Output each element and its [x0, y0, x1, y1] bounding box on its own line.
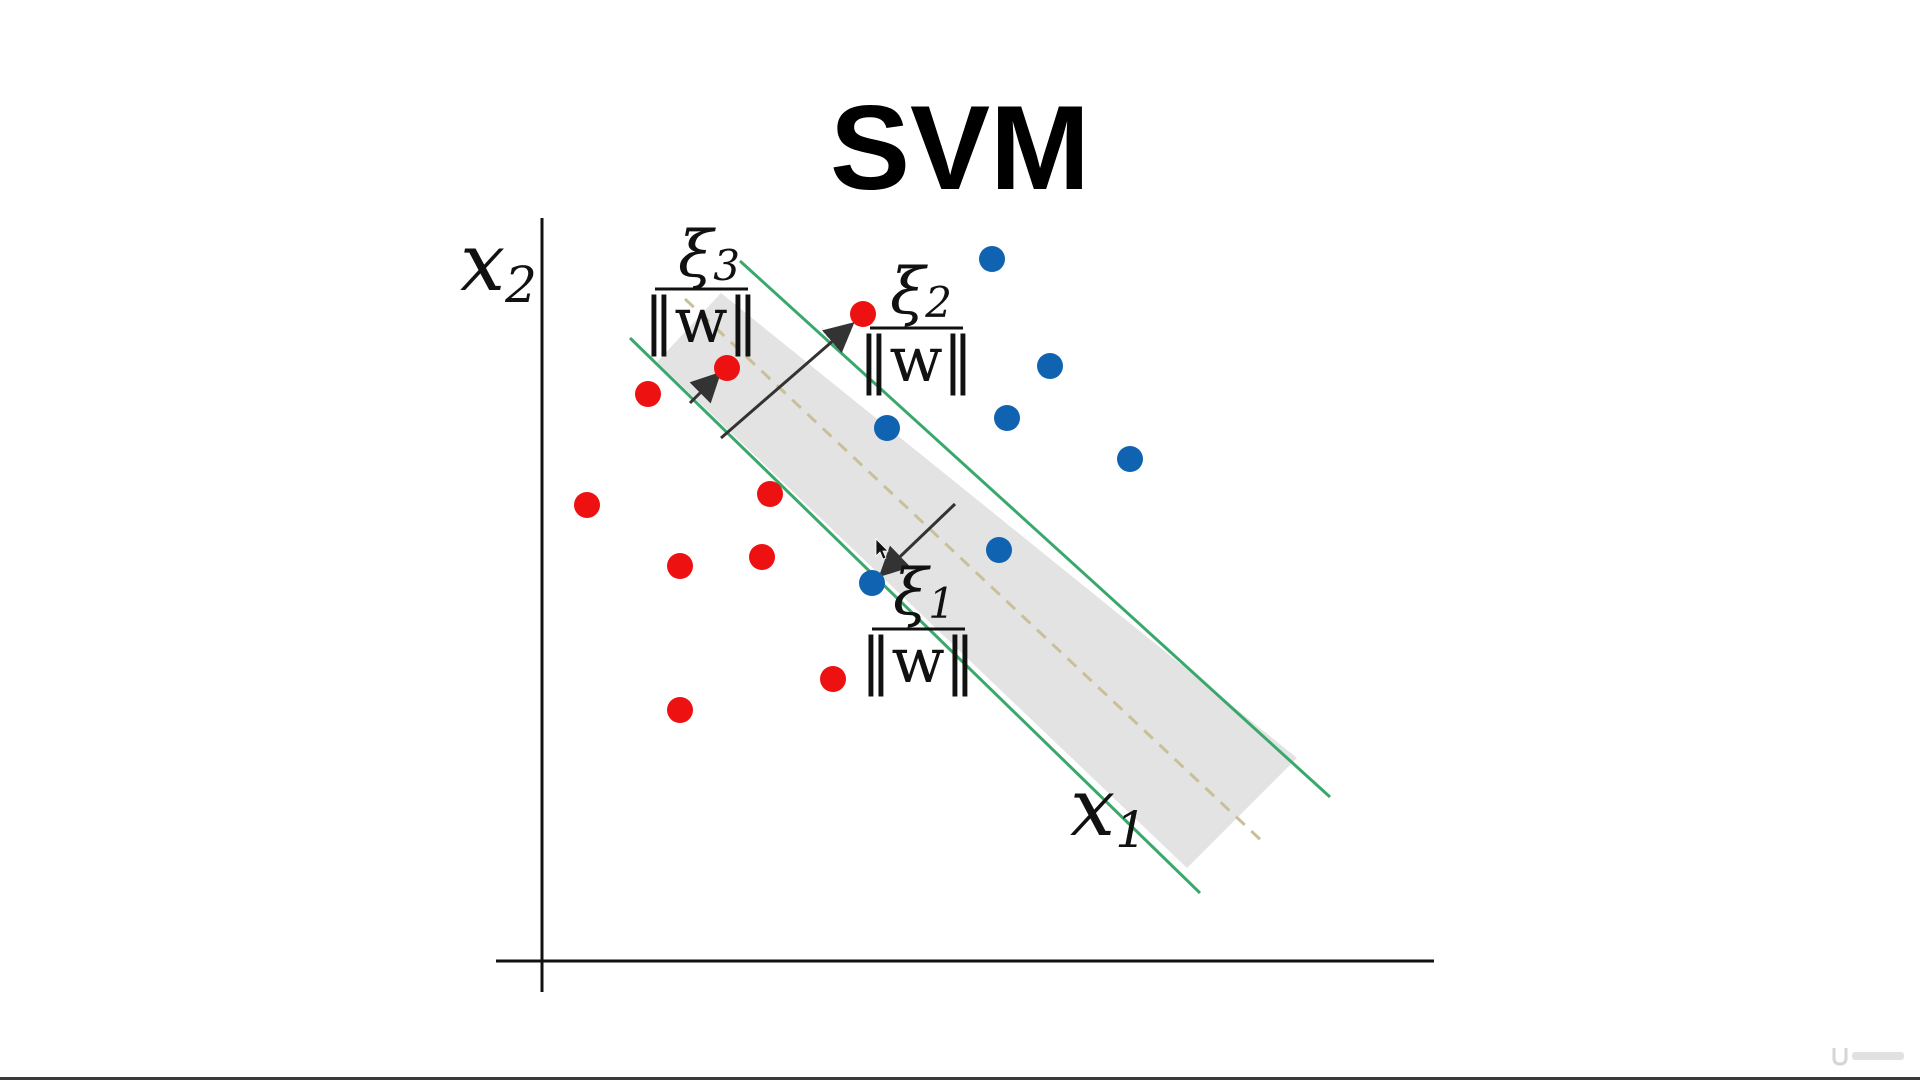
y-axis-label-base: x	[460, 216, 505, 309]
slack-arrow-xi3	[688, 371, 722, 405]
slack-arrow-xi2	[720, 322, 855, 440]
margin-line-lower	[628, 336, 1202, 895]
margin-band	[657, 293, 1297, 868]
xi1-symbol: ξ	[893, 556, 931, 630]
blue-class-points	[859, 246, 1143, 596]
xi3-symbol: ξ	[678, 218, 716, 292]
xi3-subscript: 3	[713, 241, 740, 290]
blue-point-3	[994, 405, 1020, 431]
y-axis-label-sub: 2	[504, 256, 537, 314]
slide-title: SVM	[829, 81, 1091, 215]
udemy-logo-icon	[1832, 1048, 1904, 1066]
xi2-symbol: ξ	[890, 255, 928, 329]
blue-point-2	[1037, 353, 1063, 379]
blue-point-4	[1117, 446, 1143, 472]
blue-point-5	[874, 415, 900, 441]
xi2-subscript: 2	[924, 278, 952, 327]
red-point-1	[635, 381, 661, 407]
annotation-xi2: ξ2 ‖w‖	[858, 255, 973, 396]
annotation-xi3: ξ3 ‖w‖	[643, 218, 758, 357]
xi1-subscript: 1	[928, 579, 955, 628]
svg-text:ξ3: ξ3	[678, 218, 740, 292]
blue-point-1	[979, 246, 1005, 272]
slack-arrow-xi1	[878, 502, 957, 578]
x-axis-label: x1	[1070, 761, 1147, 859]
blue-point-6	[986, 537, 1012, 563]
red-point-3	[667, 553, 693, 579]
bottom-border	[0, 1077, 1920, 1080]
y-axis-label: x2	[460, 216, 537, 314]
xi2-denominator: ‖w‖	[858, 323, 973, 396]
red-point-2	[574, 492, 600, 518]
svg-text:ξ1: ξ1	[893, 556, 955, 630]
x-axis-label-sub: 1	[1115, 801, 1147, 859]
blue-point-7	[859, 570, 885, 596]
decision-boundary	[683, 297, 1266, 845]
red-class-points	[574, 301, 876, 723]
xi1-denominator: ‖w‖	[860, 624, 975, 697]
red-point-4	[749, 544, 775, 570]
red-point-6	[820, 666, 846, 692]
xi3-denominator: ‖w‖	[643, 284, 758, 357]
red-point-7	[850, 301, 876, 327]
x-axis-label-base: x	[1070, 761, 1115, 854]
mouse-cursor-icon	[875, 538, 889, 560]
red-point-8	[714, 355, 740, 381]
red-point-9	[757, 481, 783, 507]
red-point-5	[667, 697, 693, 723]
annotation-xi1: ξ1 ‖w‖	[860, 556, 975, 697]
svg-text:ξ2: ξ2	[890, 255, 952, 329]
